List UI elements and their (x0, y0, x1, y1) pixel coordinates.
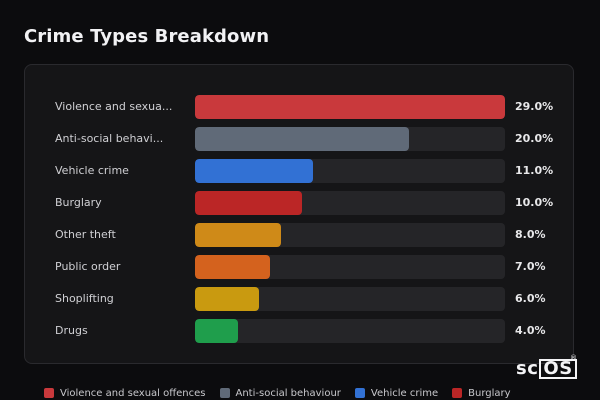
legend-swatch (354, 388, 365, 398)
bar-value-label: 20.0% (515, 132, 554, 145)
bar-row: Violence and sexua... 29.0% (25, 95, 575, 119)
bar-label: Shoplifting (55, 292, 114, 305)
bar-track (195, 95, 505, 119)
bar-label: Vehicle crime (55, 164, 129, 177)
bar-track (195, 319, 505, 343)
legend-swatch (44, 388, 54, 398)
bar-row: Vehicle crime 11.0% (25, 159, 575, 183)
bar-label: Violence and sexua... (55, 100, 173, 113)
bar (195, 287, 260, 311)
legend-item[interactable]: Vehicle crime (354, 386, 439, 400)
bar-value-label: 29.0% (515, 100, 554, 113)
chart-legend: Violence and sexual offences Anti-social … (44, 386, 511, 400)
bar (195, 191, 302, 215)
bar-value-label: 7.0% (515, 260, 546, 273)
bar-value-label: 6.0% (515, 292, 546, 305)
bar-track (195, 287, 505, 311)
legend-label: Burglary (468, 387, 511, 399)
bar-value-label: 4.0% (515, 324, 546, 337)
bar (195, 255, 270, 279)
bar-track (195, 127, 505, 151)
bar-row: Public order 7.0% (25, 255, 575, 279)
bar (195, 127, 409, 151)
bar-label: Public order (55, 260, 121, 273)
chart-title: Crime Types Breakdown (24, 26, 270, 47)
bar-value-label: 11.0% (515, 164, 554, 177)
legend-label: Anti-social behaviour (235, 387, 341, 399)
legend-swatch (219, 388, 230, 398)
bar-row: Other theft 8.0% (25, 223, 575, 247)
bar-label: Anti-social behavi... (55, 132, 164, 145)
legend-label: Violence and sexual offences (60, 387, 206, 399)
bar-track (195, 223, 505, 247)
bar-value-label: 10.0% (515, 196, 554, 209)
legend-item[interactable]: Burglary (452, 386, 511, 400)
registered-mark: ® (570, 354, 578, 362)
bar-track (195, 255, 505, 279)
bar-label: Other theft (55, 228, 116, 241)
legend-item[interactable]: Violence and sexual offences (44, 386, 206, 400)
legend-item[interactable]: Anti-social behaviour (219, 386, 341, 400)
bar-row: Burglary 10.0% (25, 191, 575, 215)
logo-boxed: OS (539, 359, 577, 379)
bar-row: Shoplifting 6.0% (25, 287, 575, 311)
bar-track (195, 159, 505, 183)
legend-swatch (452, 388, 463, 398)
bar-value-label: 8.0% (515, 228, 546, 241)
legend-label: Vehicle crime (370, 387, 439, 399)
bar (195, 159, 313, 183)
bar (195, 223, 281, 247)
bar-row: Drugs 4.0% (25, 319, 575, 343)
bar-label: Burglary (55, 196, 102, 209)
chart-card: Violence and sexua... 29.0% Anti-social be… (24, 64, 574, 364)
bar (195, 319, 238, 343)
bar-track (195, 191, 505, 215)
bar-row: Anti-social behavi... 20.0% (25, 127, 575, 151)
logo-prefix: sc (516, 358, 539, 379)
bar (195, 95, 505, 119)
bar-label: Drugs (55, 324, 88, 337)
scos-logo: sc OS ® (516, 354, 577, 379)
